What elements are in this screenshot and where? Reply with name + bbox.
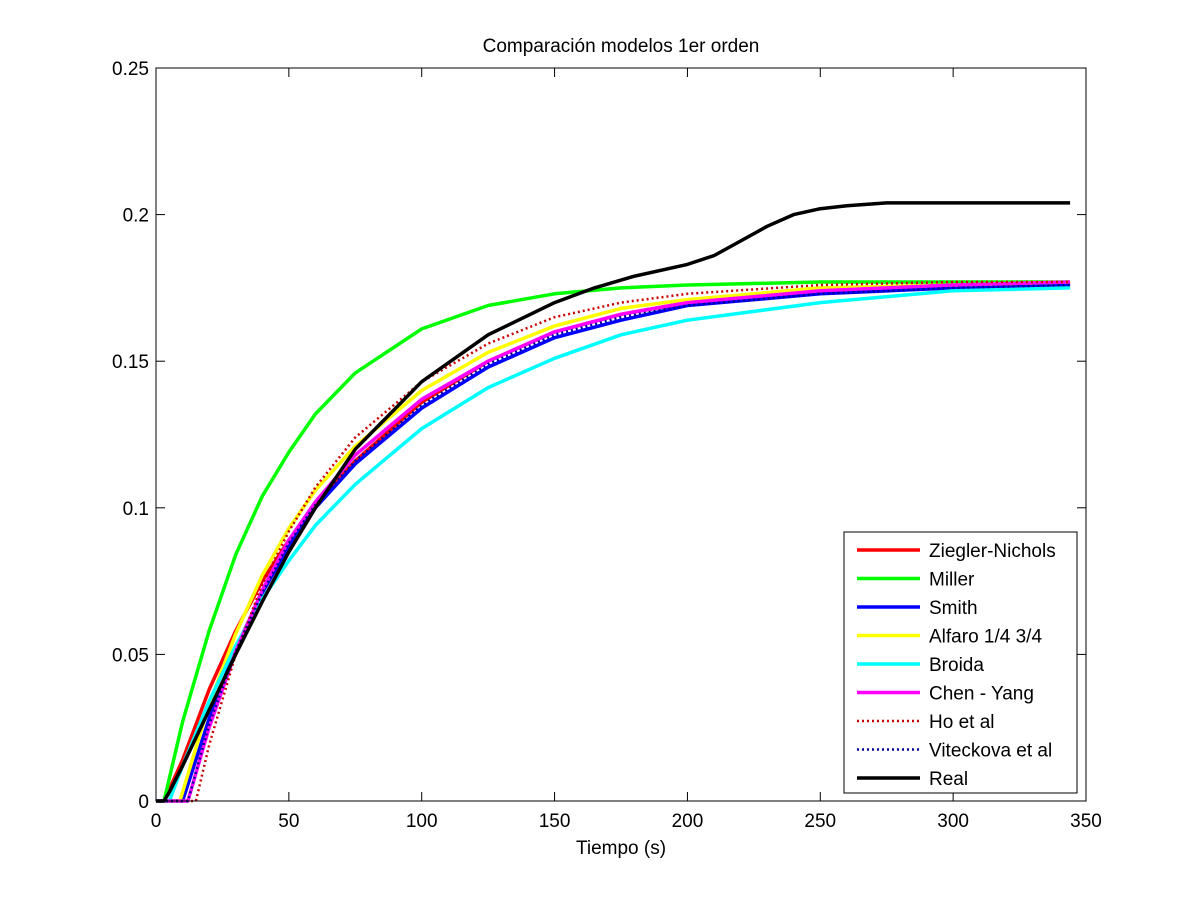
legend-label-4: Broida [929, 655, 984, 676]
legend-label-5: Chen - Yang [929, 684, 1034, 705]
ticks-layer: 0 50 100 150 200 250 300 350 0 0.05 0.1 0.15 0.2 0.25 [112, 59, 1102, 832]
y-tick-label: 0 [138, 792, 149, 813]
chart-title: Comparación modelos 1er orden [483, 36, 760, 57]
x-tick-label: 350 [1070, 811, 1102, 832]
x-tick-label: 250 [804, 811, 836, 832]
series-layer [156, 201, 1071, 803]
y-tick-label: 0.05 [112, 645, 149, 666]
x-tick-label: 300 [937, 811, 969, 832]
legend-label-2: Smith [929, 598, 978, 619]
x-tick-label: 200 [672, 811, 704, 832]
x-tick-label: 50 [278, 811, 299, 832]
axes-box [155, 67, 1087, 802]
series-line-5 [156, 280, 1071, 803]
y-tick-label: 0.1 [123, 499, 149, 520]
legend-label-3: Alfaro 1/4 3/4 [929, 627, 1042, 648]
series-line-1 [156, 280, 1071, 803]
y-tick-label: 0.15 [112, 352, 149, 373]
x-tick-label: 100 [406, 811, 438, 832]
y-tick-label: 0.2 [123, 206, 149, 227]
series-line-3 [156, 280, 1071, 803]
series-line-7 [156, 283, 1071, 803]
legend-label-1: Miller [929, 570, 975, 591]
legend: Ziegler-Nichols Miller Smith Alfaro 1/4 3/4… [843, 531, 1078, 794]
y-tick-label: 0.25 [112, 59, 149, 80]
legend-label-7: Viteckova et al [929, 741, 1052, 762]
x-axis-label: Tiempo (s) [576, 838, 666, 859]
series-line-8 [156, 201, 1071, 803]
legend-label-8: Real [929, 769, 968, 790]
legend-label-0: Ziegler-Nichols [929, 541, 1056, 562]
legend-label-6: Ho et al [929, 712, 994, 733]
x-tick-label: 150 [539, 811, 571, 832]
x-tick-label: 0 [151, 811, 162, 832]
series-line-4 [156, 286, 1071, 803]
